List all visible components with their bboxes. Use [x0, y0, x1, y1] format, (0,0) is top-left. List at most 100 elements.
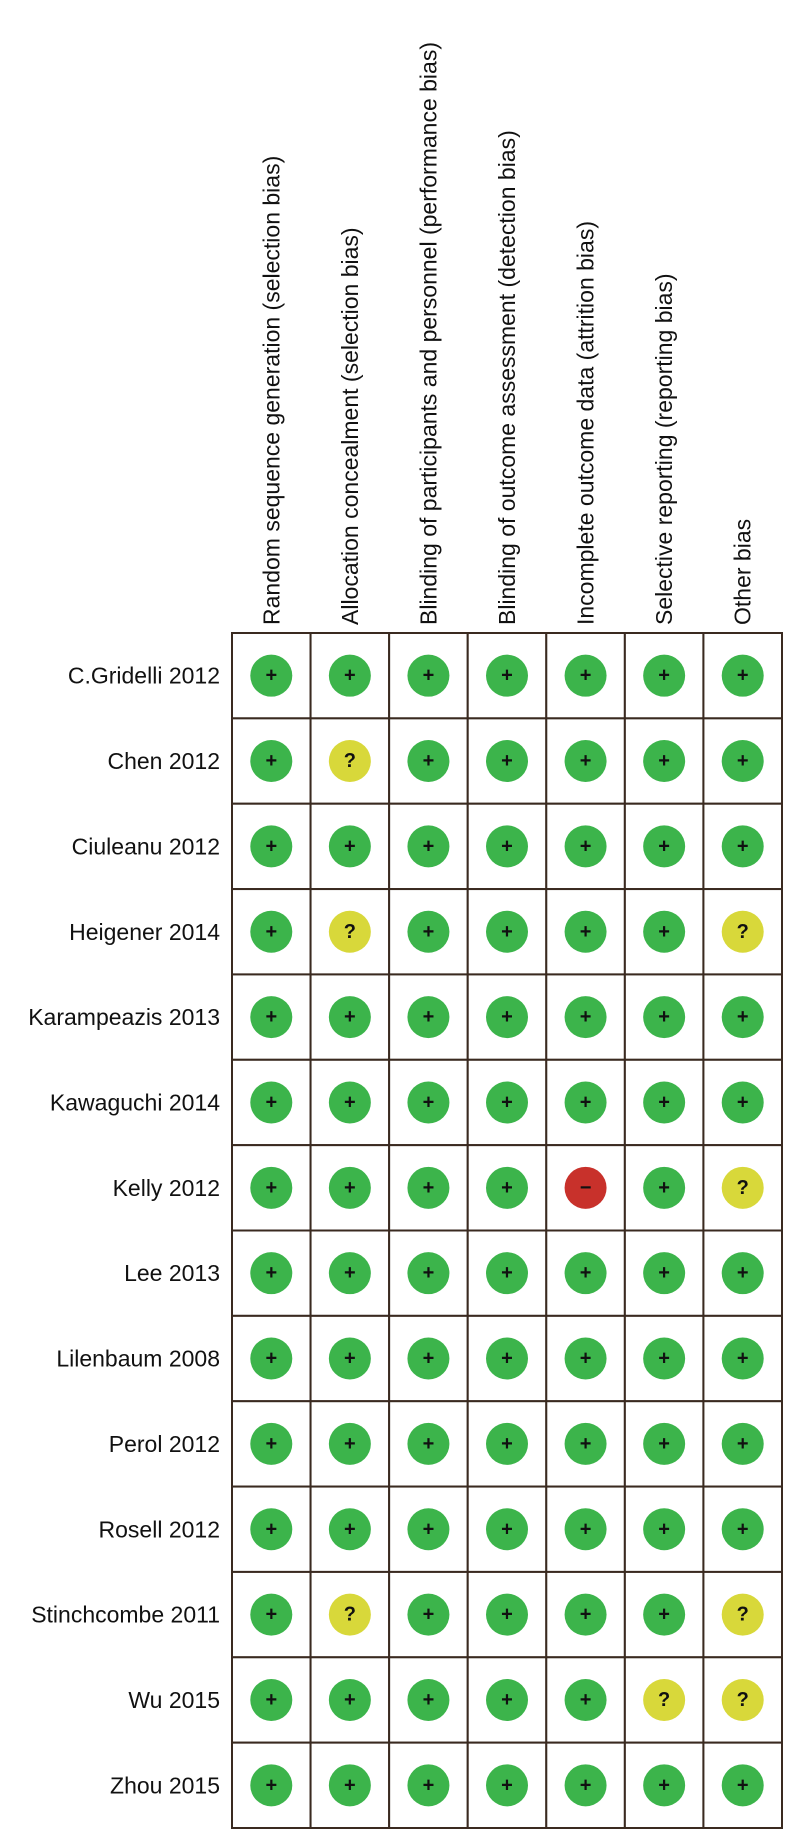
judgement-symbol: +: [580, 1433, 592, 1455]
judgement-symbol: +: [580, 665, 592, 687]
judgement-symbol: +: [580, 1091, 592, 1113]
judgement-dot: [643, 1166, 686, 1209]
judgement-symbol: +: [658, 750, 670, 772]
judgement-dot: [643, 1422, 686, 1465]
judgement-symbol: +: [658, 921, 670, 943]
judgement-dot: [486, 1166, 528, 1209]
judgement-dot: [721, 996, 764, 1039]
judgement-symbol: +: [423, 1433, 435, 1455]
judgement-symbol: +: [737, 1518, 749, 1540]
judgement-dot: [643, 996, 686, 1039]
judgement-symbol: +: [344, 1348, 356, 1370]
judgement-dot: [407, 910, 450, 953]
judgement-dot: [721, 1166, 764, 1209]
judgement-symbol: +: [580, 1348, 592, 1370]
judgement-dot: [564, 1764, 607, 1807]
judgement-symbol: +: [737, 665, 749, 687]
judgement-symbol: ?: [737, 1689, 749, 1711]
judgement-symbol: +: [423, 1604, 435, 1626]
judgement-dot: [328, 910, 371, 953]
judgement-dot: [721, 1678, 764, 1721]
judgement-dot: [643, 1252, 686, 1295]
judgement-dot: [407, 996, 450, 1039]
judgement-symbol: ?: [344, 921, 356, 943]
column-header: Allocation concealment (selection bias): [337, 227, 363, 625]
judgement-dot: [328, 1166, 371, 1209]
judgement-symbol: +: [501, 1518, 513, 1540]
judgement-dot: [328, 825, 371, 868]
row-label: Wu 2015: [128, 1687, 220, 1713]
judgement-symbol: +: [658, 1262, 670, 1284]
judgement-symbol: +: [501, 921, 513, 943]
judgement-dot: [407, 740, 450, 783]
column-header: Blinding of participants and personnel (…: [415, 42, 441, 625]
judgement-dot: [250, 1508, 293, 1551]
judgement-dot: [407, 1678, 450, 1721]
judgement-symbol: +: [501, 1348, 513, 1370]
judgement-symbol: +: [344, 1689, 356, 1711]
judgement-symbol: +: [580, 1774, 592, 1796]
judgement-dot: [486, 825, 528, 868]
row-label: Kelly 2012: [113, 1175, 220, 1201]
judgement-symbol: +: [265, 1774, 277, 1796]
judgement-dot: [564, 1337, 607, 1380]
row-label: Chen 2012: [107, 748, 220, 774]
judgement-symbol: +: [658, 1177, 670, 1199]
judgement-dot: [486, 1678, 528, 1721]
judgement-dot: [564, 1678, 607, 1721]
judgement-dot: [407, 825, 450, 868]
judgement-symbol: +: [737, 1348, 749, 1370]
row-label: Lilenbaum 2008: [56, 1346, 220, 1372]
judgement-symbol: ?: [344, 1604, 356, 1626]
judgement-dot: [564, 1081, 607, 1124]
judgement-dot: [250, 740, 293, 783]
judgement-dot: [407, 1337, 450, 1380]
judgement-dot: [250, 825, 293, 868]
judgement-dot: [721, 654, 764, 697]
row-label: Zhou 2015: [110, 1772, 220, 1798]
judgement-dot: [643, 740, 686, 783]
row-label: Ciuleanu 2012: [72, 833, 220, 859]
judgement-dot: [564, 740, 607, 783]
judgement-dot: [564, 1422, 607, 1465]
judgement-dot: [643, 1764, 686, 1807]
cell: [466, 1570, 548, 1659]
judgement-dot: [721, 1337, 764, 1380]
judgement-dot: [564, 1166, 607, 1209]
judgement-symbol: +: [658, 1774, 670, 1796]
judgement-symbol: +: [423, 1177, 435, 1199]
judgement-dot: [407, 1166, 450, 1209]
judgement-symbol: +: [737, 750, 749, 772]
judgement-dot: [486, 654, 528, 697]
judgement-symbol: +: [423, 1091, 435, 1113]
judgement-symbol: +: [580, 1262, 592, 1284]
judgement-dot: [328, 1508, 371, 1551]
judgement-dot: [407, 1252, 450, 1295]
judgement-symbol: +: [423, 1262, 435, 1284]
judgement-symbol: +: [737, 1774, 749, 1796]
judgement-dot: [328, 1252, 371, 1295]
judgement-dot: [328, 1593, 371, 1636]
judgement-symbol: +: [265, 1604, 277, 1626]
judgement-dot: [643, 1337, 686, 1380]
column-header: Blinding of outcome assessment (detectio…: [494, 130, 520, 625]
cell: [545, 1656, 626, 1744]
judgement-dot: [564, 1252, 607, 1295]
row-label: Stinchcombe 2011: [31, 1602, 220, 1628]
judgement-dot: [328, 1422, 371, 1465]
judgement-dot: [250, 654, 293, 697]
judgement-symbol: +: [580, 750, 592, 772]
judgement-symbol: ?: [737, 1177, 749, 1199]
column-header: Other bias: [730, 519, 756, 625]
judgement-dot: [564, 910, 607, 953]
judgement-symbol: +: [423, 835, 435, 857]
judgement-dot: [564, 654, 607, 697]
judgement-symbol: +: [344, 1262, 356, 1284]
row-label: Perol 2012: [109, 1431, 220, 1457]
judgement-symbol: ?: [737, 1604, 749, 1626]
judgement-dot: [407, 1081, 450, 1124]
judgement-symbol: +: [423, 921, 435, 943]
judgement-dot: [721, 910, 764, 953]
judgement-symbol: +: [658, 835, 670, 857]
